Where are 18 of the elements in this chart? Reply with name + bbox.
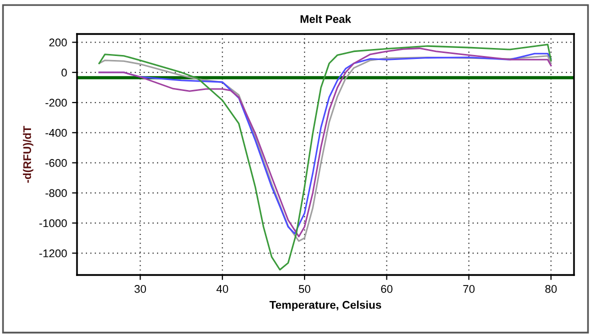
chart-title: Melt Peak — [300, 14, 352, 23]
x-axis-title: Temperature, Celsius — [270, 300, 382, 311]
y-tick-label: -600 — [46, 159, 67, 167]
y-tick-label: -200 — [46, 98, 67, 107]
y-tick-label: -1000 — [39, 219, 67, 228]
y-tick-label: 0 — [62, 68, 67, 77]
x-tick-label: 60 — [381, 285, 392, 293]
y-tick-label: -1200 — [39, 249, 67, 258]
x-tick-label: 70 — [463, 285, 475, 293]
x-tick-label: 80 — [545, 285, 557, 293]
y-tick-label: -800 — [46, 189, 67, 198]
x-tick-label: 50 — [298, 285, 310, 293]
y-axis-title: -d(RFU)/dT — [22, 126, 34, 183]
x-tick-label: 30 — [134, 285, 146, 293]
y-tick-label: 200 — [49, 38, 67, 46]
x-tick-label: 40 — [216, 285, 228, 293]
y-tick-label: -400 — [46, 128, 67, 137]
line-series — [98, 44, 552, 270]
